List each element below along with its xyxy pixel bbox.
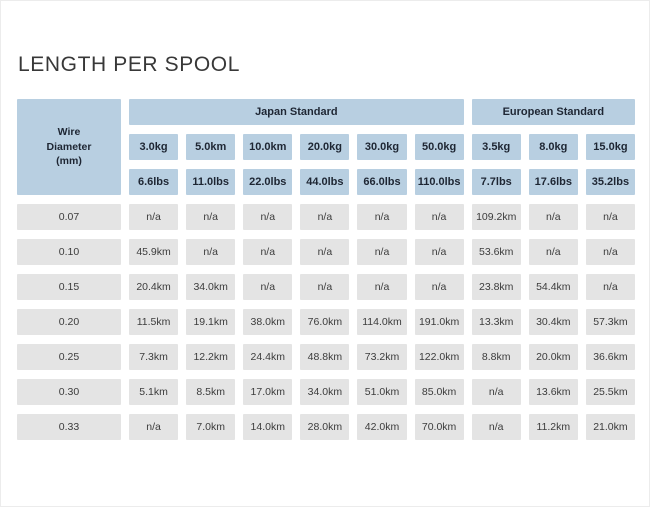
lbs-header-cell: 6.6lbs — [129, 169, 179, 195]
diameter-cell: 0.20 — [17, 309, 121, 335]
length-value-cell: 5.1km — [129, 379, 179, 405]
length-value-cell: n/a — [243, 204, 293, 230]
length-value-cell: 38.0km — [243, 309, 293, 335]
length-value-cell: n/a — [357, 239, 407, 265]
length-value-cell: 54.4km — [528, 274, 578, 300]
length-value-cell: 76.0km — [300, 309, 350, 335]
length-value-cell: 42.0km — [357, 414, 407, 440]
length-value-cell: 114.0km — [357, 309, 407, 335]
length-value-cell: 109.2km — [471, 204, 521, 230]
length-value-cell: 34.0km — [186, 274, 236, 300]
length-value-cell: n/a — [300, 204, 350, 230]
length-value-cell: 51.0km — [357, 379, 407, 405]
kg-header-cell: 50.0kg — [414, 134, 464, 160]
length-value-cell: n/a — [414, 204, 464, 230]
length-value-cell: 17.0km — [243, 379, 293, 405]
length-value-cell: n/a — [585, 204, 635, 230]
length-value-cell: 24.4km — [243, 344, 293, 370]
length-value-cell: 8.8km — [471, 344, 521, 370]
length-value-cell: n/a — [357, 274, 407, 300]
spool-length-table: Wire Diameter (mm) Japan Standard Europe… — [17, 99, 635, 440]
length-value-cell: 85.0km — [414, 379, 464, 405]
length-value-cell: 191.0km — [414, 309, 464, 335]
length-value-cell: n/a — [471, 414, 521, 440]
length-value-cell: 13.6km — [528, 379, 578, 405]
length-value-cell: 14.0km — [243, 414, 293, 440]
lbs-header-cell: 66.0lbs — [357, 169, 407, 195]
length-value-cell: 53.6km — [471, 239, 521, 265]
diameter-cell: 0.25 — [17, 344, 121, 370]
kg-header-cell: 20.0kg — [300, 134, 350, 160]
length-value-cell: n/a — [300, 239, 350, 265]
lbs-header-cell: 11.0lbs — [186, 169, 236, 195]
length-value-cell: n/a — [243, 239, 293, 265]
length-value-cell: 30.4km — [528, 309, 578, 335]
length-value-cell: 21.0km — [585, 414, 635, 440]
diameter-cell: 0.15 — [17, 274, 121, 300]
length-value-cell: n/a — [243, 274, 293, 300]
lbs-header-cell: 35.2lbs — [585, 169, 635, 195]
group-header-japan-standard: Japan Standard — [129, 99, 464, 125]
group-header-european-standard: European Standard — [471, 99, 635, 125]
lbs-header-cell: 44.0lbs — [300, 169, 350, 195]
page-title: LENGTH PER SPOOL — [18, 53, 240, 76]
length-value-cell: 20.0km — [528, 344, 578, 370]
length-value-cell: n/a — [357, 204, 407, 230]
diameter-cell: 0.33 — [17, 414, 121, 440]
diameter-cell: 0.10 — [17, 239, 121, 265]
lbs-header-cell: 22.0lbs — [243, 169, 293, 195]
length-value-cell: n/a — [186, 239, 236, 265]
length-value-cell: 7.3km — [129, 344, 179, 370]
length-value-cell: 48.8km — [300, 344, 350, 370]
lbs-header-cell: 110.0lbs — [414, 169, 464, 195]
length-value-cell: 70.0km — [414, 414, 464, 440]
length-value-cell: 23.8km — [471, 274, 521, 300]
kg-header-cell: 3.0kg — [129, 134, 179, 160]
kg-header-cell: 5.0km — [186, 134, 236, 160]
length-value-cell: 36.6km — [585, 344, 635, 370]
length-value-cell: n/a — [528, 204, 578, 230]
length-value-cell: 34.0km — [300, 379, 350, 405]
length-value-cell: 12.2km — [186, 344, 236, 370]
length-value-cell: 73.2km — [357, 344, 407, 370]
length-value-cell: n/a — [471, 379, 521, 405]
length-value-cell: 57.3km — [585, 309, 635, 335]
lbs-header-cell: 17.6lbs — [528, 169, 578, 195]
kg-header-cell: 10.0km — [243, 134, 293, 160]
length-value-cell: n/a — [129, 414, 179, 440]
length-value-cell: n/a — [300, 274, 350, 300]
kg-header-cell: 3.5kg — [471, 134, 521, 160]
length-value-cell: n/a — [129, 204, 179, 230]
length-value-cell: 20.4km — [129, 274, 179, 300]
length-value-cell: n/a — [585, 274, 635, 300]
kg-header-cell: 30.0kg — [357, 134, 407, 160]
length-value-cell: 7.0km — [186, 414, 236, 440]
kg-header-cell: 8.0kg — [528, 134, 578, 160]
wire-diameter-header: Wire Diameter (mm) — [17, 99, 121, 195]
length-value-cell: 28.0km — [300, 414, 350, 440]
length-value-cell: 11.2km — [528, 414, 578, 440]
diameter-cell: 0.30 — [17, 379, 121, 405]
length-value-cell: n/a — [186, 204, 236, 230]
length-value-cell: 13.3km — [471, 309, 521, 335]
length-value-cell: 19.1km — [186, 309, 236, 335]
length-value-cell: n/a — [528, 239, 578, 265]
length-value-cell: 45.9km — [129, 239, 179, 265]
length-value-cell: n/a — [585, 239, 635, 265]
length-value-cell: 8.5km — [186, 379, 236, 405]
length-value-cell: 25.5km — [585, 379, 635, 405]
lbs-header-cell: 7.7lbs — [471, 169, 521, 195]
length-value-cell: n/a — [414, 274, 464, 300]
kg-header-cell: 15.0kg — [585, 134, 635, 160]
length-value-cell: 122.0km — [414, 344, 464, 370]
length-value-cell: n/a — [414, 239, 464, 265]
length-value-cell: 11.5km — [129, 309, 179, 335]
diameter-cell: 0.07 — [17, 204, 121, 230]
